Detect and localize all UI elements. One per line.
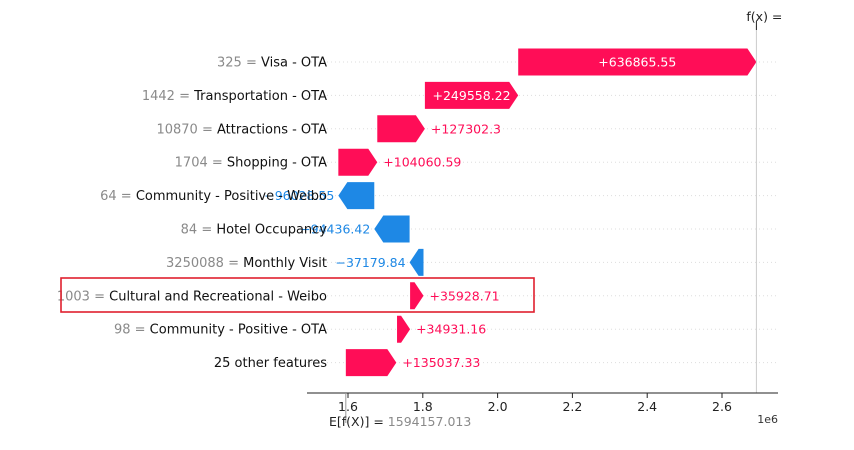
bar-value-label: +127302.3 [431, 121, 501, 136]
feature-value: 3250088 [166, 256, 224, 271]
feature-value: 98 [114, 323, 131, 338]
feature-value: 1442 [142, 89, 175, 104]
feature-name: 25 other features [214, 356, 327, 371]
waterfall-bar [424, 81, 519, 109]
feature-label: 64 = Community - Positive - Weibo [100, 189, 327, 204]
feature-value: 1003 [57, 289, 90, 304]
waterfall-bar [377, 115, 425, 143]
equals-sign: = [197, 223, 216, 238]
x-tick-label: 2.4 [637, 399, 657, 414]
waterfall-bar [374, 215, 410, 243]
feature-name: Cultural and Recreational - Weibo [109, 289, 327, 304]
feature-name: Community - Positive - Weibo [136, 189, 327, 204]
equals-sign: = [131, 323, 150, 338]
row-gridlines [307, 61, 778, 364]
equals-sign: = [208, 156, 227, 171]
feature-label: 1003 = Cultural and Recreational - Weibo [57, 289, 327, 304]
feature-name: Community - Positive - OTA [150, 323, 327, 338]
x-tick-label: 1.8 [413, 399, 433, 414]
bar-value-label: +34931.16 [416, 322, 486, 337]
feature-label: 25 other features [214, 356, 327, 371]
highlight-box [60, 277, 535, 313]
feature-name: Visa - OTA [261, 56, 327, 71]
x-tick-label: 2.2 [562, 399, 582, 414]
contribution-bars [338, 48, 757, 377]
bar-value-label: −96028.55 [264, 188, 334, 203]
base-value-label: E[f(X)] = 1594157.013 [329, 414, 471, 429]
feature-label: 98 = Community - Positive - OTA [114, 323, 327, 338]
feature-value: 10870 [156, 122, 197, 137]
equals-sign: = [117, 189, 136, 204]
waterfall-bar [410, 282, 424, 310]
feature-label: 3250088 = Monthly Visit [166, 256, 327, 271]
feature-name: Shopping - OTA [227, 156, 327, 171]
axis-scale-label: 1e6 [757, 413, 778, 426]
feature-name: Monthly Visit [243, 256, 327, 271]
bar-value-label: +104060.59 [383, 155, 461, 170]
feature-name: Attractions - OTA [217, 122, 327, 137]
bar-value-label: +636865.55 [598, 55, 676, 70]
feature-labels: +636865.55 325 = Visa - OTA +249558.22 1442… [57, 55, 676, 372]
bar-value-label: −94436.42 [300, 222, 370, 237]
bar-value-label: +249558.22 [433, 88, 511, 103]
bar-value-label: +135037.33 [402, 355, 480, 370]
waterfall-bar [338, 148, 378, 176]
feature-label: 1442 = Transportation - OTA [142, 89, 327, 104]
base-prefix: E[f(X)] = [329, 414, 388, 429]
feature-label: 84 = Hotel Occupancy [181, 223, 328, 238]
feature-name: Hotel Occupancy [216, 223, 327, 238]
waterfall-bar [518, 48, 757, 76]
waterfall-bar [345, 349, 397, 377]
x-tick-label: 2.0 [488, 399, 508, 414]
equals-sign: = [90, 289, 109, 304]
equals-sign: = [175, 89, 194, 104]
waterfall-bar [409, 248, 424, 276]
waterfall-bar [338, 182, 375, 210]
x-tick-label: 1.6 [338, 399, 358, 414]
feature-value: 64 [100, 189, 117, 204]
base-value: 1594157.013 [388, 414, 472, 429]
feature-label: 10870 = Attractions - OTA [156, 122, 327, 137]
fx-label: f(x) = [746, 9, 782, 24]
bar-value-label: +35928.71 [430, 288, 500, 303]
feature-label: 325 = Visa - OTA [217, 56, 327, 71]
x-tick-label: 2.6 [712, 399, 732, 414]
feature-value: 84 [181, 223, 198, 238]
equals-sign: = [198, 122, 217, 137]
equals-sign: = [242, 56, 261, 71]
x-axis: f(x) = 1.6 1.8 2.0 2.2 2.4 2.6 1e6 E[f(X)] = 15… [307, 9, 782, 429]
feature-value: 1704 [175, 156, 208, 171]
equals-sign: = [224, 256, 243, 271]
feature-value: 325 [217, 56, 242, 71]
waterfall-bar [397, 315, 411, 343]
fx-prefix: f(x) = [746, 9, 782, 24]
feature-name: Transportation - OTA [193, 89, 327, 104]
bar-value-label: −37179.84 [335, 255, 405, 270]
feature-label: 1704 = Shopping - OTA [175, 156, 327, 171]
